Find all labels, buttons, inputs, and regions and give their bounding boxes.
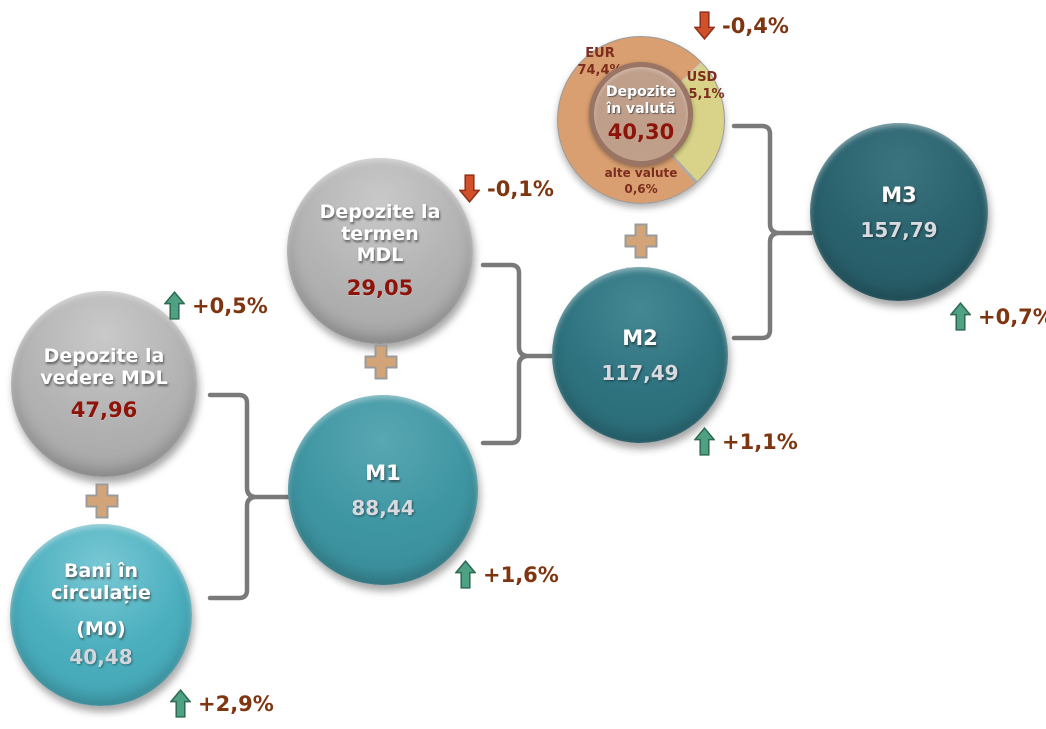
m1-value: 88,44 <box>351 495 415 520</box>
m0-code-label: (M0) <box>76 618 126 641</box>
pie-label-alte-valute: alte valute 0,6% <box>604 166 678 196</box>
up-arrow-icon <box>455 560 476 589</box>
down-arrow-icon <box>459 174 480 203</box>
m1-label: M1 <box>365 460 401 485</box>
depozite-valuta-center: Depozite în valută 40,30 <box>589 62 693 166</box>
depozite-termen-value: 29,05 <box>346 275 414 300</box>
m3-label: M3 <box>881 182 917 207</box>
depozite-vedere-label: Depozite la vedere MDL <box>40 344 168 389</box>
up-arrow-icon <box>694 427 715 456</box>
brace-to-m3 <box>731 123 814 341</box>
brace-to-m1 <box>207 392 293 601</box>
bani-circulatie-node: Bani în circulație (M0) 40,48 <box>10 524 192 706</box>
m2-value: 117,49 <box>601 360 679 385</box>
m1-node: M1 88,44 <box>288 395 478 585</box>
plus-icon <box>364 344 398 380</box>
m3-value: 157,79 <box>860 217 938 242</box>
depozite-vedere-value: 47,96 <box>70 398 138 423</box>
m2-node: M2 117,49 <box>552 267 728 443</box>
depozite-valuta-label: Depozite în valută <box>606 84 676 117</box>
bani-circulatie-value: 40,48 <box>69 645 133 670</box>
bani-circulatie-label: Bani în circulație <box>51 559 151 604</box>
m1-change: +1,6% <box>455 560 559 589</box>
depozite-termen-node: Depozite la termen MDL 29,05 <box>287 158 473 344</box>
depozite-vedere-change: +0,5% <box>164 291 268 320</box>
brace-to-m2 <box>480 262 557 446</box>
up-arrow-icon <box>164 291 185 320</box>
depozite-termen-label: Depozite la termen MDL <box>319 201 441 267</box>
depozite-valuta-value: 40,30 <box>607 119 675 144</box>
m2-label: M2 <box>622 325 658 350</box>
depozite-valuta-node: EUR 74,4% USD 25,1% alte valute 0,6% Dep… <box>557 36 725 204</box>
depozite-valuta-change: -0,4% <box>694 11 789 40</box>
depozite-vedere-node: Depozite la vedere MDL 47,96 <box>11 291 197 477</box>
plus-icon <box>85 483 119 519</box>
up-arrow-icon <box>950 302 971 331</box>
m3-node: M3 157,79 <box>810 123 988 301</box>
bani-circulatie-change: +2,9% <box>170 689 274 718</box>
up-arrow-icon <box>170 689 191 718</box>
down-arrow-icon <box>694 11 715 40</box>
m3-change: +0,7% <box>950 302 1046 331</box>
depozite-termen-change: -0,1% <box>459 174 554 203</box>
m2-change: +1,1% <box>694 427 798 456</box>
plus-icon <box>624 223 658 259</box>
